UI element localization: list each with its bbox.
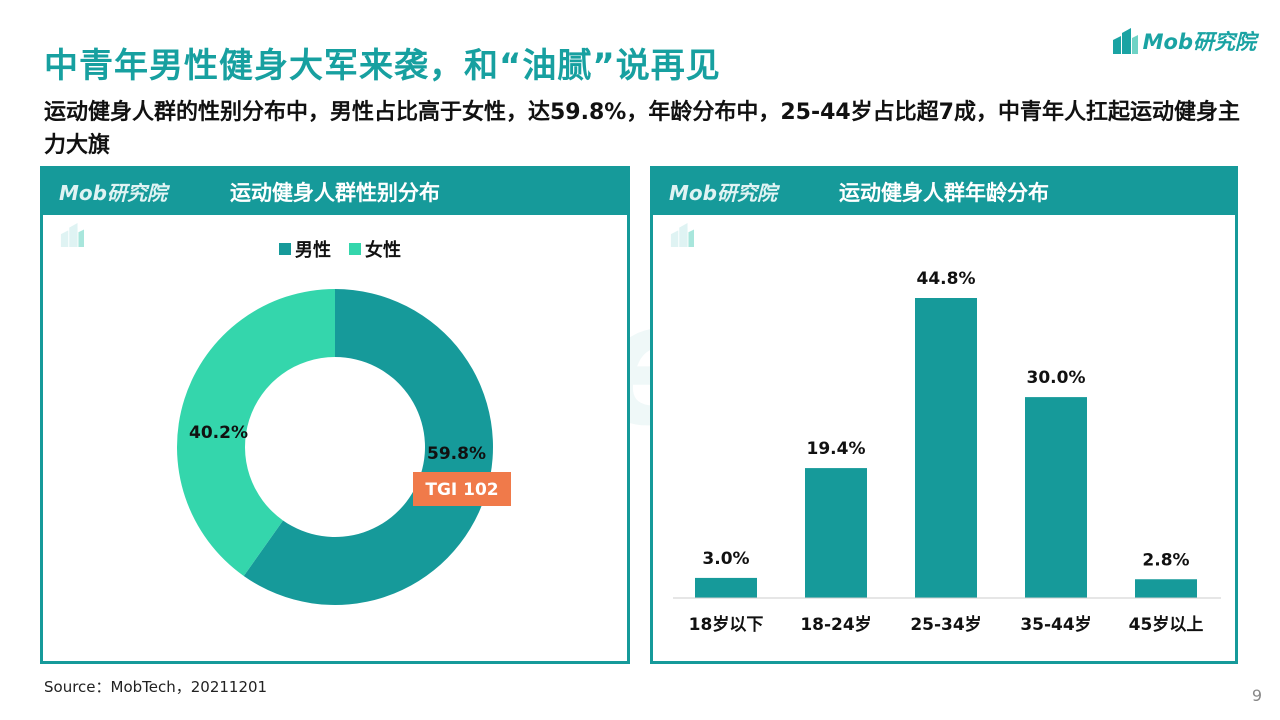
panel-brand-right: Mob研究院 — [669, 177, 777, 247]
x-tick-label: 18岁以下 — [689, 614, 764, 635]
page-title: 中青年男性健身大军来袭，和“油腻”说再见 — [44, 46, 721, 86]
age-panel: Mob研究院 运动健身人群年龄分布 3.0% 18岁以下 19.4% 18-24岁 44… — [650, 166, 1238, 664]
age-bar-chart: 3.0% 18岁以下 19.4% 18-24岁 44.8% 25-34岁 30.0% 35-4… — [673, 269, 1221, 635]
gender-panel: Mob研究院 运动健身人群性别分布 男性 女性 59.8% 40.2% TGI … — [40, 166, 630, 664]
legend-swatch-male — [279, 243, 291, 255]
mob-logo-icon — [60, 223, 84, 247]
age-chart-title: 运动健身人群年龄分布 — [839, 181, 1049, 205]
page-number: 9 — [1251, 686, 1262, 705]
page-subtitle: 运动健身人群的性别分布中，男性占比高于女性，达59.8%，年龄分布中，25-44… — [44, 100, 1240, 158]
tgi-badge-label: TGI 102 — [425, 480, 498, 500]
legend-label-female: 女性 — [365, 239, 401, 261]
brand-logo: Mob研究院 — [1111, 26, 1256, 56]
gender-donut-chart: 男性 女性 59.8% 40.2% TGI 102 — [176, 239, 511, 605]
donut-slice-female — [176, 289, 335, 576]
slice-label-female: 40.2% — [189, 423, 248, 443]
donut-slice-male — [243, 289, 493, 605]
legend-swatch-female — [349, 243, 361, 255]
bar-4 — [1135, 579, 1197, 598]
panel-brand-name: Mob研究院 — [59, 181, 167, 205]
tgi-badge-bg — [413, 472, 511, 506]
bar-value-label: 19.4% — [807, 439, 866, 459]
panel-brand-left: Mob研究院 — [59, 177, 167, 247]
bar-value-label: 30.0% — [1027, 368, 1086, 388]
donut-slices — [176, 289, 493, 605]
age-panel-header: Mob研究院 运动健身人群年龄分布 — [653, 169, 1235, 247]
source-note: Source：MobTech，20211201 — [44, 678, 268, 696]
bar-3 — [1025, 397, 1087, 598]
x-tick-label: 25-34岁 — [910, 614, 981, 635]
bar-value-label: 44.8% — [917, 269, 976, 289]
legend: 男性 女性 — [279, 239, 401, 261]
bar-value-label: 3.0% — [702, 549, 749, 569]
bar-0 — [695, 577, 757, 598]
gender-panel-header: Mob研究院 运动健身人群性别分布 — [43, 169, 627, 247]
legend-label-male: 男性 — [295, 239, 331, 261]
mob-logo-icon — [1112, 28, 1138, 54]
x-tick-label: 45岁以上 — [1129, 614, 1204, 635]
bar-2 — [915, 298, 977, 598]
mob-logo-icon — [670, 223, 694, 247]
brand-name: Mob研究院 — [1142, 30, 1256, 54]
bars: 3.0% 18岁以下 19.4% 18-24岁 44.8% 25-34岁 30.0% 35-4… — [689, 269, 1204, 635]
x-tick-label: 18-24岁 — [800, 614, 871, 635]
bar-1 — [805, 468, 867, 598]
slice-label-male: 59.8% — [427, 444, 486, 464]
panel-brand-name: Mob研究院 — [669, 181, 777, 205]
x-tick-label: 35-44岁 — [1020, 614, 1091, 635]
gender-chart-title: 运动健身人群性别分布 — [230, 181, 440, 205]
bar-value-label: 2.8% — [1142, 550, 1189, 570]
tgi-badge: TGI 102 — [413, 472, 511, 506]
